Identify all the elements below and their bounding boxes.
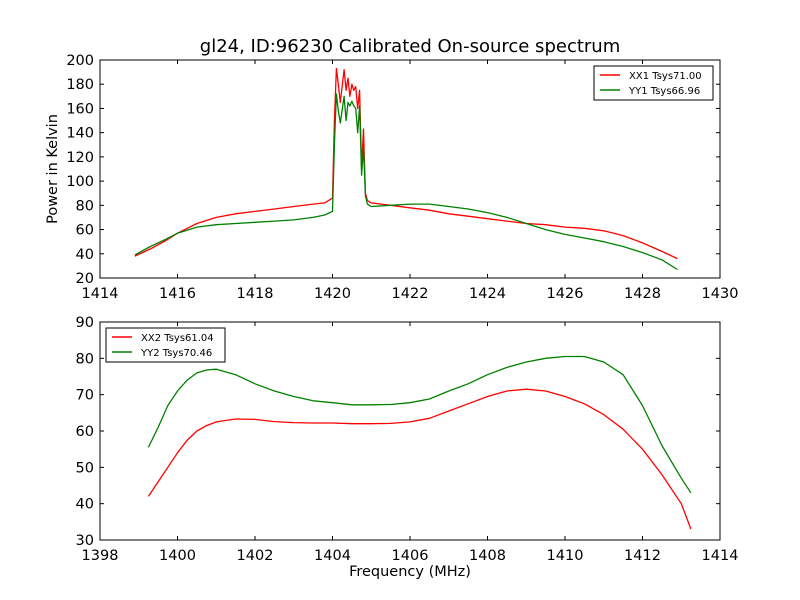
bottom-chart-x-tick-label: 1400	[159, 548, 196, 564]
top-chart-y-tick-label: 180	[66, 77, 94, 93]
top-chart-ticks: 1414 1416 1418 1420 1422 1424 1426 1428 1430 20 40…	[66, 53, 738, 302]
bottom-chart-series-lines	[147, 355, 692, 530]
top-chart-x-tick-label: 1416	[159, 286, 196, 302]
bottom-chart-series-line-xx2	[147, 388, 692, 530]
top-chart-y-tick-label: 40	[76, 247, 94, 263]
bottom-chart-y-tick-label: 40	[76, 497, 94, 513]
top-chart-legend: XX1 Tsys71.00 YY1 Tsys66.96	[593, 65, 714, 101]
top-chart-x-tick-label: 1422	[392, 286, 429, 302]
bottom-chart-x-tick-label: 1404	[314, 548, 351, 564]
top-chart-y-tick-label: 20	[76, 271, 94, 287]
top-chart-y-tick-label: 160	[66, 101, 94, 117]
top-chart-y-tick-label: 80	[76, 198, 94, 214]
top-chart: gl24, ID:96230 Calibrated On-source spec…	[45, 36, 738, 302]
top-chart-y-tick-label: 200	[66, 53, 94, 69]
top-chart-series-lines	[134, 67, 678, 271]
bottom-chart-legend-box	[105, 327, 226, 363]
bottom-chart-series-line-yy2	[147, 355, 692, 494]
top-chart-legend-box	[593, 65, 714, 101]
bottom-chart-x-axis-label: Frequency (MHz)	[349, 564, 471, 580]
top-chart-x-tick-label: 1426	[547, 286, 584, 302]
bottom-chart-x-tick-label: 1412	[624, 548, 661, 564]
top-chart-series-line-xx1	[134, 67, 678, 260]
top-chart-y-tick-label: 120	[66, 150, 94, 166]
bottom-chart-x-tick-label: 1414	[702, 548, 739, 564]
bottom-chart: Frequency (MHz) 1398 1400 1402 1404 1406 1408…	[76, 315, 739, 580]
bottom-chart-y-tick-label: 50	[76, 460, 94, 476]
bottom-chart-x-tick-label: 1406	[392, 548, 429, 564]
top-chart-x-tick-label: 1414	[82, 286, 119, 302]
bottom-legend-label-xx2: XX2 Tsys61.04	[141, 333, 214, 344]
top-chart-y-tick-label: 140	[66, 126, 94, 142]
bottom-chart-x-tick-label: 1398	[82, 548, 119, 564]
bottom-chart-plot-frame	[99, 321, 721, 541]
bottom-chart-y-tick-label: 30	[76, 533, 94, 549]
bottom-chart-y-tick-label: 70	[76, 388, 94, 404]
top-chart-series-line-yy1	[134, 93, 678, 271]
bottom-chart-x-tick-label: 1410	[547, 548, 584, 564]
top-legend-label-yy1: YY1 Tsys66.96	[628, 86, 700, 97]
bottom-chart-legend: XX2 Tsys61.04 YY2 Tsys70.46	[105, 327, 226, 363]
bottom-chart-y-tick-label: 60	[76, 424, 94, 440]
top-chart-x-tick-label: 1418	[237, 286, 274, 302]
bottom-chart-y-tick-label: 90	[76, 315, 94, 331]
top-chart-x-tick-label: 1428	[624, 286, 661, 302]
bottom-chart-x-tick-label: 1408	[469, 548, 506, 564]
top-chart-y-axis-label: Power in Kelvin	[45, 114, 61, 224]
top-chart-title: gl24, ID:96230 Calibrated On-source spec…	[200, 36, 620, 57]
bottom-chart-y-tick-label: 80	[76, 351, 94, 367]
top-chart-x-tick-label: 1420	[314, 286, 351, 302]
bottom-chart-x-tick-label: 1402	[237, 548, 274, 564]
top-chart-plot-frame	[99, 59, 721, 279]
bottom-chart-ticks: 1398 1400 1402 1404 1406 1408 1410 1412 1414 30 40…	[76, 315, 739, 564]
top-legend-label-xx1: XX1 Tsys71.00	[629, 71, 702, 82]
bottom-legend-label-yy2: YY2 Tsys70.46	[140, 348, 212, 359]
top-chart-x-tick-label: 1430	[702, 286, 739, 302]
top-chart-y-tick-label: 60	[76, 223, 94, 239]
top-chart-x-tick-label: 1424	[469, 286, 506, 302]
top-chart-y-tick-label: 100	[66, 174, 94, 190]
